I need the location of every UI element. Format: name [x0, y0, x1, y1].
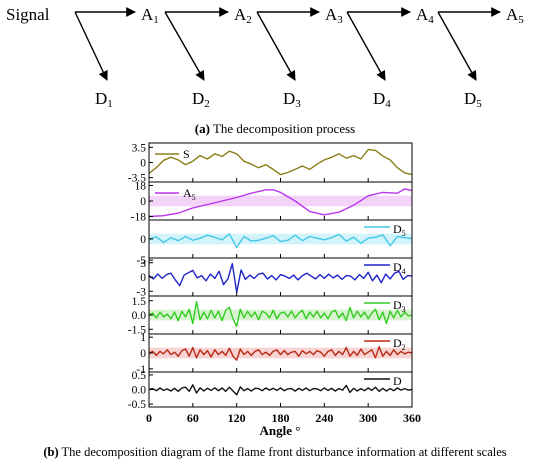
arrow-to-d1: [74, 11, 108, 81]
x-axis-label: Angle °: [260, 423, 301, 438]
y-tick-label-5-2: -1.5: [128, 324, 146, 336]
node-a4: A4: [416, 5, 434, 26]
node-d4: D4: [373, 89, 391, 110]
panel-3-band: [149, 233, 412, 245]
legend-7: D: [364, 374, 402, 388]
caption-a: (a) The decomposition process: [195, 121, 355, 136]
series-line-7: [148, 384, 413, 396]
panel-4-frame: [148, 257, 413, 297]
legend-label-1: S: [183, 147, 190, 161]
y-tick-label-1-0: 3.5: [132, 142, 147, 154]
decomposition-diagram: Signal A1 A2 A3 A4 A5 D1 D2 D3 D4 D5: [6, 5, 524, 110]
panel-5: 1.5 0.0 -1.5 D3: [128, 295, 413, 336]
arrow-to-d4: [346, 11, 386, 81]
arrow-to-d5: [437, 11, 477, 81]
caption-b: (b) The decomposition diagram of the fla…: [43, 445, 506, 459]
y-tick-label-7-1: 0.0: [132, 385, 147, 397]
arrow-to-d2: [164, 11, 205, 81]
y-tick-label-3-0: 0: [140, 234, 146, 246]
y-tick-label-2-2: -18: [131, 212, 147, 224]
panel-1: 3.5 0 -3.5 S: [128, 142, 413, 185]
signal-node: Signal: [6, 5, 50, 24]
x-tick-label-4: 240: [315, 411, 333, 425]
x-tick-label-5: 300: [359, 411, 377, 425]
series-line-5: [148, 301, 413, 328]
legend-6: D2: [364, 336, 406, 352]
x-tick-label-0: 0: [146, 411, 152, 425]
legend-label-6: D2: [393, 336, 406, 352]
node-a5: A5: [506, 5, 524, 26]
series-line-1: [148, 148, 413, 176]
legend-4: D4: [364, 260, 406, 276]
y-tick-label-2-1: 0: [140, 196, 146, 208]
decomposition-chart: 3.50-3.5S180-18A50-5D530-3D41.50.0-1.5D3…: [128, 142, 421, 425]
node-d3: D3: [283, 89, 301, 110]
y-tick-label-1-2: -3.5: [128, 173, 146, 185]
caption-b-text: The decomposition diagram of the flame f…: [59, 445, 507, 459]
y-tick-label-5-0: 1.5: [132, 296, 147, 308]
x-tick-label-6: 360: [403, 411, 421, 425]
arrow-to-d3: [256, 11, 296, 81]
legend-2: A5: [155, 186, 196, 202]
panel-7: 0.5 0.0 -0.5 D: [128, 370, 413, 411]
legend-5: D3: [364, 298, 406, 314]
node-a2: A2: [234, 5, 252, 26]
legend-label-7: D: [393, 374, 402, 388]
caption-a-text: The decomposition process: [210, 121, 355, 136]
y-tick-label-4-0: 3: [140, 258, 146, 270]
x-tick-label-3: 180: [272, 411, 290, 425]
legend-label-2: A5: [183, 186, 196, 202]
y-tick-label-5-1: 0.0: [132, 310, 147, 322]
panel-6-band: [149, 347, 412, 359]
y-tick-label-2-0: 18: [135, 180, 147, 192]
series-line-4: [148, 263, 413, 293]
series-line-2: [148, 188, 413, 218]
node-d1: D1: [95, 89, 113, 110]
x-tick-label-1: 60: [187, 411, 199, 425]
caption-b-marker: (b): [43, 445, 58, 459]
y-tick-label-6-2: -1: [136, 364, 146, 376]
y-tick-label-4-1: 0: [140, 272, 146, 284]
node-d2: D2: [192, 89, 210, 110]
panel-2-band: [149, 195, 412, 207]
y-tick-label-7-2: -0.5: [128, 399, 146, 411]
legend-3: D5: [364, 222, 406, 238]
panel-5-band: [149, 309, 412, 321]
y-tick-label-6-0: 1: [140, 332, 146, 344]
node-a1: A1: [141, 5, 159, 26]
panel-6: 1 0 -1 D2: [136, 332, 413, 376]
y-tick-label-6-1: 0: [140, 348, 146, 360]
y-tick-label-4-2: -3: [136, 286, 146, 298]
series-line-6: [148, 346, 413, 361]
panel-4: 3 0 -3 D4: [136, 257, 413, 298]
x-tick-label-2: 120: [228, 411, 246, 425]
y-tick-label-7-0: 0.5: [132, 370, 147, 382]
caption-a-marker: (a): [195, 121, 210, 136]
node-d5: D5: [464, 89, 482, 110]
panel-3: 0 -5 D5: [136, 219, 413, 267]
node-a3: A3: [325, 5, 343, 26]
y-tick-label-3-1: -5: [136, 255, 146, 267]
y-tick-label-1-1: 0: [140, 158, 146, 170]
series-line-3: [148, 233, 413, 249]
legend-1: S: [155, 147, 190, 161]
legend-label-3: D5: [393, 222, 406, 238]
legend-label-4: D4: [393, 260, 406, 276]
panel-2: 18 0 -18 A5: [131, 180, 413, 224]
legend-label-5: D3: [393, 298, 406, 314]
